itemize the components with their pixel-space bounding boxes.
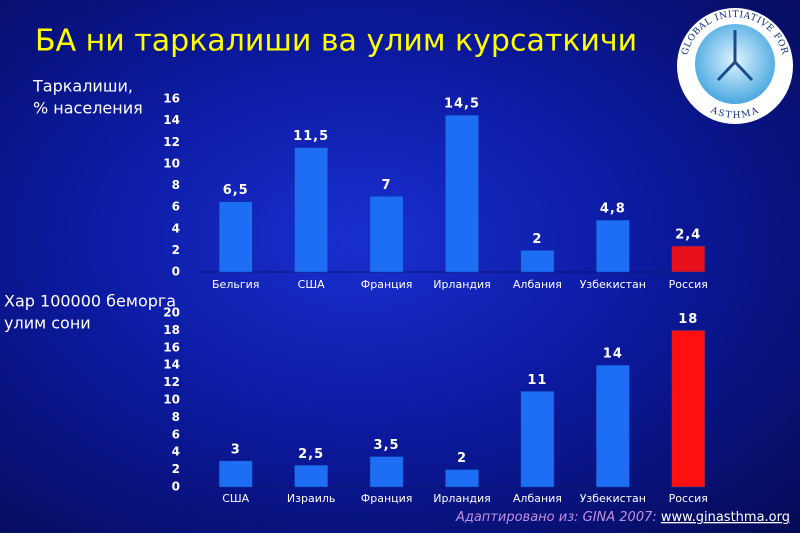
x-tick-label: Франция (361, 492, 413, 505)
value-label: 2,4 (675, 228, 701, 243)
y-tick-label: 2 (172, 462, 180, 476)
bar (596, 364, 630, 488)
logo-bronchi (716, 30, 754, 82)
x-tick-label: Узбекистан (580, 278, 646, 291)
bar (445, 469, 479, 488)
bar (294, 147, 328, 273)
slide-title: БА ни таркалиши ва улим курсаткичи (35, 24, 637, 59)
y-tick-label: 0 (172, 480, 180, 494)
x-tick-label: Бельгия (212, 278, 259, 291)
value-label: 2 (532, 232, 542, 247)
value-label: 11,5 (293, 129, 329, 144)
y-tick-label: 12 (163, 135, 180, 149)
y-tick-label: 10 (163, 156, 180, 170)
bar (671, 330, 706, 488)
value-label: 3,5 (374, 438, 400, 453)
value-label: 4,8 (600, 202, 626, 217)
bar (596, 219, 630, 273)
y-tick-label: 8 (172, 178, 180, 192)
x-tick-label: Франция (361, 278, 413, 291)
y-tick-label: 12 (163, 375, 180, 389)
value-label: 14 (603, 347, 623, 362)
bar (294, 465, 328, 488)
bar (218, 460, 253, 488)
value-label: 18 (678, 312, 698, 327)
y-tick-label: 16 (163, 92, 180, 106)
x-tick-label: США (222, 492, 249, 505)
x-tick-label: Израиль (287, 492, 335, 505)
x-tick-label: Ирландия (433, 492, 491, 505)
y-tick-label: 4 (172, 221, 180, 235)
y-tick-label: 6 (172, 200, 180, 214)
y-tick-label: 20 (163, 306, 180, 320)
y-tick-label: 2 (172, 243, 180, 257)
y-tick-label: 10 (163, 393, 180, 407)
y-axis-label: улим сони (4, 314, 91, 333)
bar (671, 245, 706, 273)
bar (218, 201, 253, 273)
y-tick-label: 8 (172, 410, 180, 424)
value-label: 6,5 (223, 183, 249, 198)
bar (369, 456, 404, 488)
x-tick-label: Узбекистан (580, 492, 646, 505)
x-tick-label: Ирландия (433, 278, 491, 291)
bar (369, 196, 404, 273)
bar (520, 250, 555, 273)
source: Адаптировано из: GINA 2007: www.ginasthm… (455, 510, 790, 525)
logo: GLOBAL INITIATIVE FOR ASTHMA (677, 8, 793, 124)
value-label: 11 (527, 373, 547, 388)
bar (445, 114, 479, 273)
value-label: 14,5 (444, 97, 480, 112)
y-tick-label: 6 (172, 427, 180, 441)
source-text: Адаптировано из: GINA 2007: (455, 510, 657, 525)
y-axis-label: Таркалиши, (32, 77, 133, 96)
y-tick-label: 14 (163, 113, 180, 127)
x-tick-label: Албания (513, 278, 562, 291)
y-tick-label: 0 (172, 265, 180, 279)
y-axis-label: Хар 100000 беморга (4, 292, 176, 311)
y-tick-label: 18 (163, 323, 180, 337)
value-label: 2 (457, 451, 467, 466)
x-tick-label: США (298, 278, 325, 291)
x-tick-label: Албания (513, 492, 562, 505)
y-tick-label: 14 (163, 358, 180, 372)
y-tick-label: 16 (163, 340, 180, 354)
value-label: 7 (382, 178, 392, 193)
y-axis-label: % населения (33, 99, 143, 118)
value-label: 3 (231, 442, 241, 457)
bar (520, 391, 555, 488)
x-tick-label: Россия (669, 278, 708, 291)
source-link[interactable]: www.ginasthma.org (661, 510, 790, 525)
x-tick-label: Россия (669, 492, 708, 505)
y-tick-label: 4 (172, 445, 180, 459)
value-label: 2,5 (298, 447, 324, 462)
